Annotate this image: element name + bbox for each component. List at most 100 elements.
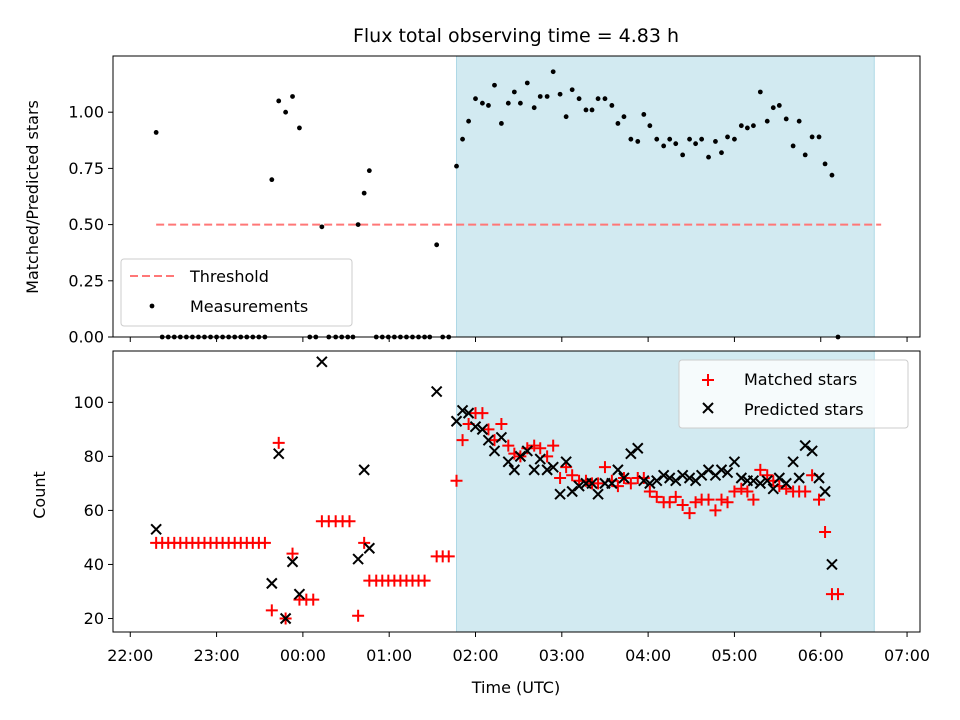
- matched-star-point: [676, 499, 689, 512]
- predicted-star-point: [644, 477, 656, 490]
- predicted-star-point: [456, 404, 469, 417]
- top-shaded-region: [456, 55, 875, 338]
- top-y-tick-label: 0.00: [68, 328, 104, 347]
- predicted-star-point: [612, 464, 624, 476]
- x-tick-label: 01:00: [366, 646, 412, 665]
- matched-star-point: [482, 423, 495, 436]
- matched-star-point: [735, 482, 748, 495]
- top-y-tick-label: 0.25: [68, 271, 104, 290]
- measurement-point: [524, 80, 530, 86]
- predicted-star-point: [495, 431, 508, 444]
- predicted-legend-label: Predicted stars: [744, 400, 864, 419]
- predicted-star-point: [618, 472, 630, 484]
- predicted-star-point: [793, 472, 805, 484]
- predicted-star-point: [469, 420, 482, 433]
- predicted-star-point: [702, 464, 715, 476]
- measurement-point: [732, 136, 737, 142]
- measurement-point: [776, 103, 782, 108]
- threshold-legend-label: Threshold: [189, 267, 269, 286]
- matched-star-point: [819, 526, 832, 539]
- measurement-point: [454, 163, 459, 169]
- predicted-star-point: [521, 445, 533, 457]
- measurement-point: [809, 134, 815, 140]
- measurement-point: [706, 154, 711, 160]
- predicted-star-point: [586, 477, 598, 490]
- bottom-axes-frame: [112, 350, 921, 633]
- predicted-star-point: [560, 456, 572, 468]
- predicted-star-point: [554, 488, 566, 500]
- measurement-point: [466, 118, 471, 124]
- matched-star-point: [598, 461, 611, 474]
- predicted-star-point: [773, 472, 786, 484]
- measurement-point: [297, 125, 302, 131]
- matched-star-point: [650, 490, 663, 503]
- matched-star-point: [799, 485, 812, 498]
- measurement-point: [576, 96, 582, 102]
- predicted-star-point: [780, 477, 792, 490]
- bottom-y-tick-label: 40: [84, 555, 104, 574]
- measurement-point: [667, 136, 673, 142]
- measurement-point: [589, 107, 595, 113]
- predicted-star-point: [502, 456, 515, 468]
- predicted-star-point: [528, 464, 540, 476]
- measurement-point: [757, 89, 763, 95]
- chart-title: Flux total observing time = 4.83 h: [353, 25, 679, 47]
- matched-star-point: [352, 609, 365, 622]
- measurement-point: [544, 94, 550, 99]
- measurement-point: [764, 118, 770, 124]
- bottom-legend: Matched stars Predicted stars: [678, 359, 909, 429]
- measurement-point: [816, 134, 822, 140]
- matched-star-point: [418, 574, 431, 587]
- measurement-point: [693, 141, 698, 147]
- matched-star-point: [643, 485, 656, 498]
- matched-star-point: [534, 442, 547, 455]
- measurement-point: [635, 139, 641, 144]
- predicted-star-point: [566, 485, 578, 498]
- measurement-point: [661, 143, 667, 149]
- top-ticks: 0.00 0.25 0.50 0.75 1.00: [68, 103, 908, 347]
- measurement-point: [498, 121, 504, 126]
- predicted-star-point: [273, 447, 285, 460]
- predicted-star-point: [286, 556, 299, 568]
- top-panel: 0.00 0.25 0.50 0.75 1.00 Threshold Measureme…: [68, 55, 921, 347]
- measurement-point: [796, 118, 802, 124]
- predicted-star-point: [799, 439, 811, 452]
- predicted-star-point: [482, 434, 495, 446]
- matched-star-point: [456, 434, 469, 447]
- predicted-star-point: [279, 612, 292, 625]
- matched-star-point: [286, 547, 299, 560]
- bottom-y-tick-label: 60: [84, 501, 104, 520]
- matched-star-point: [258, 536, 271, 549]
- matched-star-point: [702, 493, 715, 506]
- bottom-y-tick-label: 80: [84, 447, 104, 466]
- matched-star-point: [728, 485, 741, 498]
- predicted-star-point: [735, 472, 748, 484]
- x-tick-label: 22:00: [107, 646, 153, 665]
- measurement-point: [537, 94, 543, 99]
- count-points: [150, 356, 845, 625]
- predicted-star-point: [534, 453, 546, 465]
- top-axes-frame: [112, 55, 921, 338]
- top-y-tick-label: 1.00: [68, 103, 104, 122]
- measurement-point: [361, 190, 367, 196]
- x-tick-label: 23:00: [194, 646, 240, 665]
- matched-star-point: [566, 469, 579, 482]
- measurement-point: [269, 177, 275, 183]
- predicted-star-point: [150, 523, 162, 536]
- predicted-star-point: [715, 464, 728, 476]
- bottom-y-tick-label: 20: [84, 609, 104, 628]
- measurement-point: [517, 100, 523, 106]
- matched-star-point: [307, 593, 320, 606]
- measurement-point: [822, 161, 828, 167]
- measurement-point: [783, 116, 789, 122]
- x-tick-label: 03:00: [539, 646, 585, 665]
- measurement-point: [434, 242, 440, 248]
- x-tick-label: 07:00: [884, 646, 930, 665]
- measurement-point: [460, 136, 465, 142]
- predicted-star-point: [728, 456, 741, 468]
- measurement-point: [719, 150, 724, 156]
- predicted-star-point: [488, 445, 501, 457]
- predicted-star-point: [476, 423, 489, 436]
- matched-star-point: [741, 485, 754, 498]
